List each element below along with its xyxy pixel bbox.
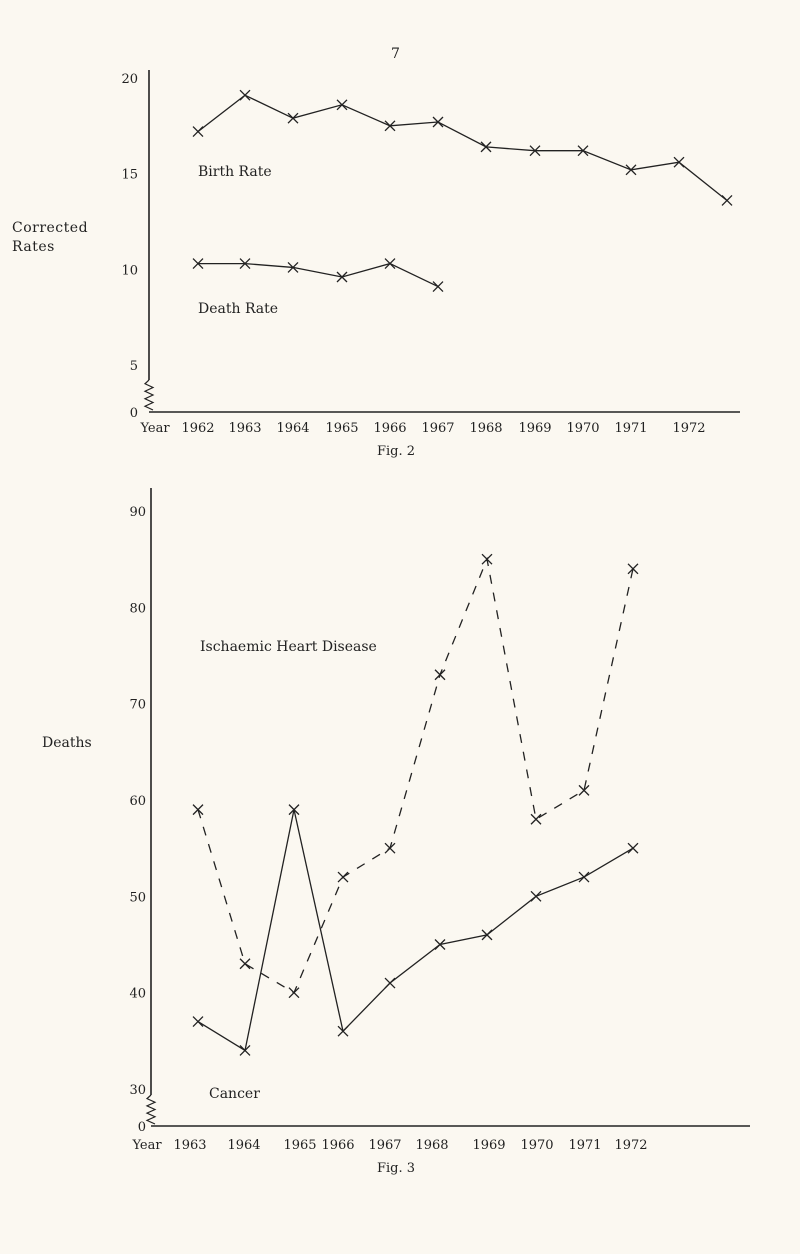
fig3-x-tick-label: 1964: [227, 1138, 260, 1153]
fig3-x-tick-label: 1972: [614, 1138, 647, 1153]
x-marker-icon: [721, 194, 733, 206]
ischaemic-heart-disease-label: Ischaemic Heart Disease: [200, 639, 377, 655]
x-marker-icon: [288, 804, 300, 816]
axis-break-icon: [145, 1094, 157, 1125]
fig2-y-tick-label: 0: [130, 406, 138, 421]
fig2-chart: 0 5 10 15 20 Corrected Rates Year 1962 1963 1964 19…: [12, 70, 740, 459]
fig2-x-tick-label: 1972: [672, 421, 705, 436]
x-marker-icon: [625, 164, 637, 176]
fig3-y-tick-label: 70: [129, 698, 146, 713]
x-marker-icon: [384, 842, 396, 854]
cancer-line: [197, 809, 634, 1052]
x-marker-icon: [434, 669, 446, 681]
birth-rate-label: Birth Rate: [198, 164, 272, 180]
x-marker-icon: [192, 258, 204, 270]
fig2-y-tick-label: 20: [121, 72, 138, 87]
fig2-x-tick-label: 1966: [373, 421, 406, 436]
x-marker-icon: [432, 116, 444, 128]
fig3-y-tick-label: 90: [129, 505, 146, 520]
fig3-x-tick-label: 1967: [368, 1138, 401, 1153]
fig3-y-tick-label: 0: [138, 1120, 146, 1135]
x-marker-icon: [481, 553, 493, 565]
fig2-x-tick-label: 1969: [518, 421, 551, 436]
fig2-x-tick-label: 1963: [228, 421, 261, 436]
fig2-y-axis-label: Rates: [12, 239, 55, 255]
x-marker-icon: [627, 563, 639, 575]
x-marker-icon: [192, 1016, 204, 1028]
fig3-y-tick-label: 50: [129, 890, 146, 905]
x-marker-icon: [239, 1045, 251, 1056]
x-marker-icon: [239, 258, 251, 270]
ischaemic-heart-disease-line: [197, 556, 634, 994]
x-marker-icon: [480, 141, 492, 153]
fig3-x-tick-label: 1970: [520, 1138, 553, 1153]
x-marker-icon: [288, 987, 300, 999]
x-marker-icon: [434, 939, 446, 950]
fig2-y-tick-label: 15: [121, 168, 138, 183]
fig3-x-tick-label: 1963: [173, 1138, 206, 1153]
x-marker-icon: [578, 784, 590, 796]
death-rate-line: [198, 262, 439, 288]
fig3-y-tick-label: 40: [129, 987, 146, 1002]
x-marker-icon: [336, 271, 348, 283]
x-marker-icon: [530, 890, 542, 902]
fig2-x-tick-label: 1970: [566, 421, 599, 436]
fig3-x-tick-label: 1966: [321, 1138, 354, 1153]
fig2-x-tick-label: 1971: [614, 421, 647, 436]
page-number: 7: [391, 46, 400, 62]
cancer-label: Cancer: [209, 1086, 260, 1102]
x-marker-icon: [529, 145, 541, 157]
fig3-x-tick-label: 1968: [415, 1138, 448, 1153]
fig3-x-tick-label: 1965: [283, 1138, 316, 1153]
fig3-x-tick-label: 1969: [472, 1138, 505, 1153]
x-marker-icon: [432, 281, 444, 293]
fig3-y-tick-label: 80: [129, 601, 146, 616]
fig2-x-tick-label: 1964: [276, 421, 309, 436]
x-marker-icon: [192, 126, 204, 138]
fig2-y-tick-label: 5: [130, 359, 138, 374]
fig2-x-tick-label: 1968: [469, 421, 502, 436]
x-marker-icon: [578, 871, 590, 883]
x-marker-icon: [287, 112, 299, 124]
x-marker-icon: [577, 145, 589, 157]
x-marker-icon: [384, 977, 396, 989]
x-marker-icon: [336, 99, 348, 111]
fig3-y-tick-label: 60: [129, 794, 146, 809]
fig2-x-tick-label: 1962: [181, 421, 214, 436]
fig3-chart: 0 30 40 50 60 70 80 90 Deaths Year 1963 1964 1965 196…: [42, 488, 750, 1176]
x-marker-icon: [239, 958, 251, 970]
fig2-x-axis-label: Year: [139, 421, 170, 436]
x-marker-icon: [384, 120, 396, 132]
fig2-y-tick-label: 10: [121, 263, 138, 278]
x-marker-icon: [239, 89, 251, 101]
x-marker-icon: [481, 929, 493, 941]
x-marker-icon: [530, 813, 542, 825]
x-marker-icon: [384, 258, 396, 270]
x-marker-icon: [627, 842, 639, 854]
fig3-x-axis-label: Year: [131, 1138, 162, 1153]
fig3-x-tick-label: 1971: [568, 1138, 601, 1153]
fig2-x-tick-label: 1965: [325, 421, 358, 436]
x-marker-icon: [673, 156, 685, 168]
axis-break-icon: [143, 379, 155, 411]
fig3-caption: Fig. 3: [377, 1161, 415, 1176]
fig3-y-tick-label: 30: [129, 1083, 146, 1098]
fig2-caption: Fig. 2: [377, 444, 415, 459]
x-marker-icon: [192, 804, 204, 816]
fig2-y-axis-label: Corrected: [12, 220, 88, 236]
fig3-y-axis-label: Deaths: [42, 735, 92, 751]
x-marker-icon: [337, 871, 349, 883]
death-rate-label: Death Rate: [198, 301, 278, 317]
x-marker-icon: [337, 1025, 349, 1037]
fig2-x-tick-label: 1967: [421, 421, 454, 436]
birth-rate-line: [197, 94, 728, 201]
x-marker-icon: [287, 261, 299, 273]
